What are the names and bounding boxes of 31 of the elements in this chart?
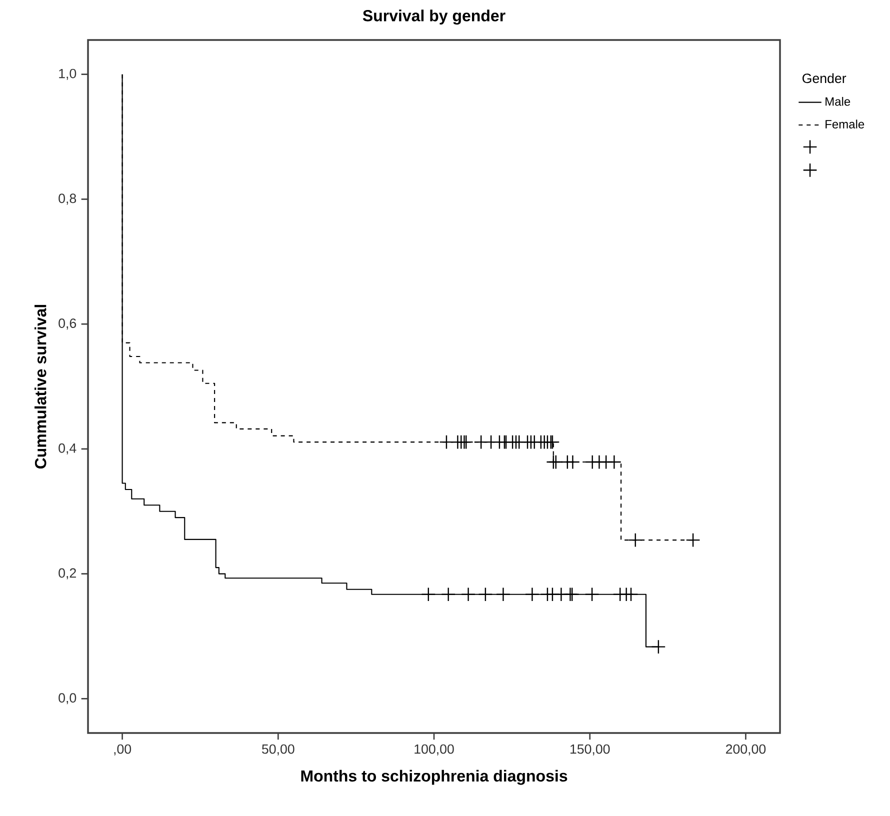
y-tick-label: 1,0 (59, 68, 76, 80)
x-tick-label: 200,00 (726, 744, 766, 756)
y-tick-label: 0,8 (58, 194, 76, 205)
y-tick-label: 0,6 (58, 318, 76, 330)
point (461, 587, 476, 602)
point (651, 640, 666, 654)
point (686, 532, 700, 548)
point (441, 587, 456, 602)
point (421, 587, 436, 602)
y-tick-label: 0,0 (58, 693, 76, 704)
point (524, 587, 540, 602)
point (628, 532, 643, 548)
point (478, 587, 493, 602)
point (584, 587, 600, 602)
point (439, 434, 454, 450)
point (565, 454, 580, 470)
x-tick-label: 100,00 (414, 744, 454, 756)
chart-title: Survival by gender (362, 10, 506, 25)
y-tick-label: 0,4 (58, 443, 76, 454)
x-axis-title: Months to schizophrenia diagnosis (301, 770, 568, 785)
point (496, 587, 510, 602)
point (624, 587, 638, 602)
y-tick-label: 0,2 (58, 568, 76, 580)
point (606, 454, 622, 470)
x-tick-label: ,00 (114, 744, 132, 756)
legend-label: Male (826, 96, 850, 106)
legend-title: Gender (802, 73, 846, 84)
y-axis-title: Cummulative survival (34, 304, 46, 469)
x-tick-label: 50,00 (262, 744, 294, 756)
legend-label: Female (826, 120, 864, 128)
x-tick-label: 150,00 (570, 744, 610, 756)
